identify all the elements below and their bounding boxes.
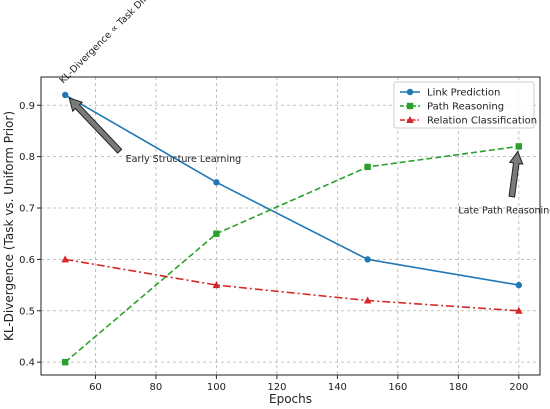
data-point — [61, 358, 69, 366]
y-tick-label: 0.4 — [19, 358, 35, 369]
data-point — [364, 256, 371, 263]
data-point — [515, 143, 523, 150]
y-axis-label: KL-Divergence (Task vs. Uniform Prior) — [2, 111, 16, 341]
data-point — [406, 102, 414, 110]
legend: Link Prediction Path Reasoning Relation Cl… — [393, 81, 537, 129]
annotation-arrow-late — [508, 150, 524, 198]
y-tick-label: 0.8 — [19, 152, 35, 163]
legend-label: Link Prediction — [427, 88, 500, 99]
data-point — [61, 255, 69, 263]
x-tick-label: 60 — [89, 382, 102, 393]
y-tick-label: 0.7 — [19, 204, 35, 215]
grid — [41, 77, 540, 375]
data-point — [212, 281, 221, 289]
x-tick-label: 80 — [150, 382, 163, 393]
legend-item: Relation Classification — [400, 116, 537, 127]
data-point — [406, 88, 414, 96]
series-layer — [61, 91, 523, 366]
data-point — [364, 163, 371, 171]
series-path-reasoning — [61, 143, 523, 366]
x-tick-label: 140 — [328, 382, 347, 393]
x-tick-label: 100 — [207, 382, 226, 393]
data-point — [213, 179, 220, 186]
x-tick-label: 180 — [449, 382, 468, 393]
series-line — [65, 258, 519, 312]
x-tick-label: 120 — [267, 382, 286, 393]
plot-frame — [40, 76, 541, 376]
annotation-early: Early Structure Learning — [126, 154, 241, 165]
data-point — [363, 296, 372, 304]
y-tick-label: 0.6 — [19, 255, 35, 266]
annotation-late: Late Path Reasoning — [458, 206, 550, 217]
legend-label: Relation Classification — [427, 116, 537, 127]
annotation-rotated: KL-Divergence ∝ Task Difficulty — [58, 0, 170, 86]
series-line — [64, 94, 519, 286]
legend-item: Path Reasoning — [400, 102, 504, 113]
legend-box — [393, 81, 535, 129]
annotation-arrow-early — [68, 97, 123, 154]
x-axis-label: Epochs — [269, 392, 312, 406]
y-tick-label: 0.9 — [19, 101, 35, 112]
data-point — [515, 306, 523, 314]
legend-label: Path Reasoning — [427, 102, 504, 113]
series-link-prediction — [61, 91, 523, 289]
y-tick-label: 0.5 — [19, 306, 35, 317]
data-point — [213, 230, 220, 237]
series-relation-classification — [61, 255, 523, 314]
x-tick-label: 200 — [509, 382, 528, 393]
data-point — [406, 116, 414, 123]
legend-item: Link Prediction — [400, 88, 500, 99]
ticks: 60 80 100 120 140 160 180 200 0.4 0.5 0.6 0.7 0.8 0.9 — [19, 101, 528, 393]
data-point — [61, 91, 69, 99]
data-point — [515, 281, 523, 289]
x-tick-label: 160 — [388, 382, 407, 393]
series-line — [64, 145, 519, 363]
